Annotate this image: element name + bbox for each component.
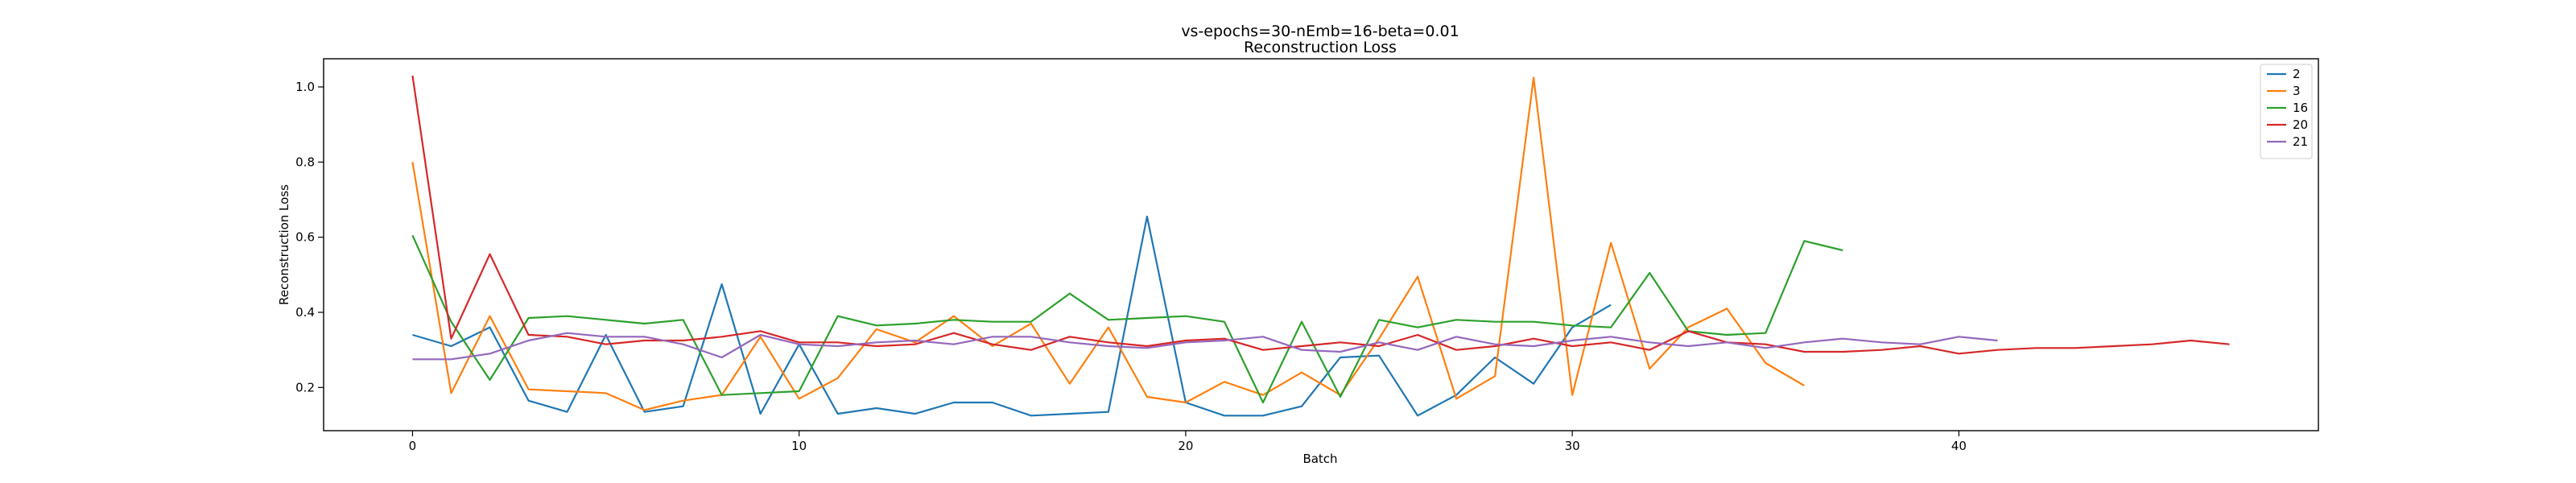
y-tick-label: 0.2 [295,380,315,394]
legend-label-16: 16 [2293,101,2308,115]
y-tick-label: 0.4 [295,305,315,320]
legend-box [2260,64,2313,159]
series-line-2 [412,215,1612,417]
legend-label-21: 21 [2293,134,2308,149]
series-layer [411,75,2230,417]
chart-subtitle: Reconstruction Loss [1244,39,1397,56]
legend-label-3: 3 [2293,84,2301,98]
series-line-21 [412,332,1998,361]
series-line-3 [411,76,1805,411]
y-tick-label: 0.6 [295,230,315,245]
legend: 2 3 16 20 21 [2260,64,2313,159]
x-tick-label: 10 [791,439,807,453]
legend-label-20: 20 [2293,118,2308,132]
x-axis-label: Batch [1302,452,1337,466]
series-line-16 [411,234,1843,404]
y-tick-label: 1.0 [295,80,315,94]
x-tick-label: 30 [1565,439,1580,453]
chart-title: vs-epochs=30-nEmb=16-beta=0.01 [1181,23,1459,40]
y-tick-label: 0.8 [295,155,315,169]
ticks-layer: 0 10 20 30 40 0.2 0.4 0.6 0.8 1.0 [295,80,1967,453]
x-tick-label: 20 [1178,439,1193,453]
plot-frame [323,58,2319,431]
x-tick-label: 40 [1951,439,1967,453]
series-line-20 [411,75,2230,355]
y-axis-label: Reconstruction Loss [277,184,291,305]
x-tick-label: 0 [409,439,417,453]
legend-label-2: 2 [2293,67,2301,81]
